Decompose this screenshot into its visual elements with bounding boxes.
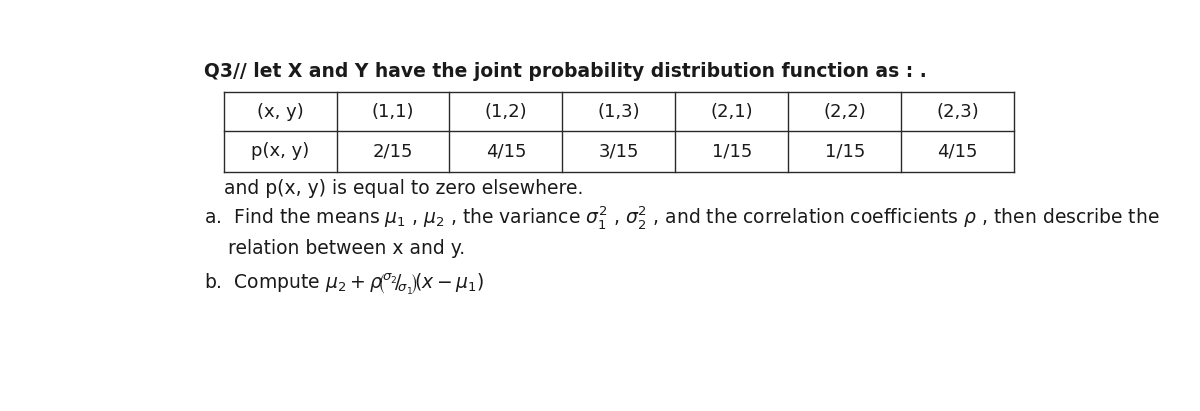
Text: a.  Find the means $\mu_1$ , $\mu_2$ , the variance $\sigma_1^2$ , $\sigma_2^2$ : a. Find the means $\mu_1$ , $\mu_2$ , th… xyxy=(204,204,1160,231)
Text: 1/15: 1/15 xyxy=(712,142,752,160)
Text: 3/15: 3/15 xyxy=(599,142,640,160)
Text: relation between x and y.: relation between x and y. xyxy=(204,239,466,258)
Text: 1/15: 1/15 xyxy=(824,142,865,160)
Text: 2/15: 2/15 xyxy=(373,142,413,160)
Text: Q3// let X and Y have the joint probability distribution function as : .: Q3// let X and Y have the joint probabil… xyxy=(204,62,928,81)
Text: 4/15: 4/15 xyxy=(486,142,526,160)
Text: b.  Compute $\mu_2 + \rho\!\left(\!{}^{\sigma_2}\!/\!{}_{\sigma_1}\!\right)\!(x : b. Compute $\mu_2 + \rho\!\left(\!{}^{\s… xyxy=(204,272,485,297)
Text: and p(x, y) is equal to zero elsewhere.: and p(x, y) is equal to zero elsewhere. xyxy=(223,180,583,199)
Text: (1,2): (1,2) xyxy=(485,103,527,121)
Text: 4/15: 4/15 xyxy=(937,142,978,160)
Text: (1,1): (1,1) xyxy=(372,103,414,121)
Text: p(x, y): p(x, y) xyxy=(251,142,310,160)
Text: (2,3): (2,3) xyxy=(936,103,979,121)
Text: (2,2): (2,2) xyxy=(823,103,866,121)
Text: (x, y): (x, y) xyxy=(257,103,304,121)
Text: (1,3): (1,3) xyxy=(598,103,640,121)
Text: (2,1): (2,1) xyxy=(710,103,754,121)
